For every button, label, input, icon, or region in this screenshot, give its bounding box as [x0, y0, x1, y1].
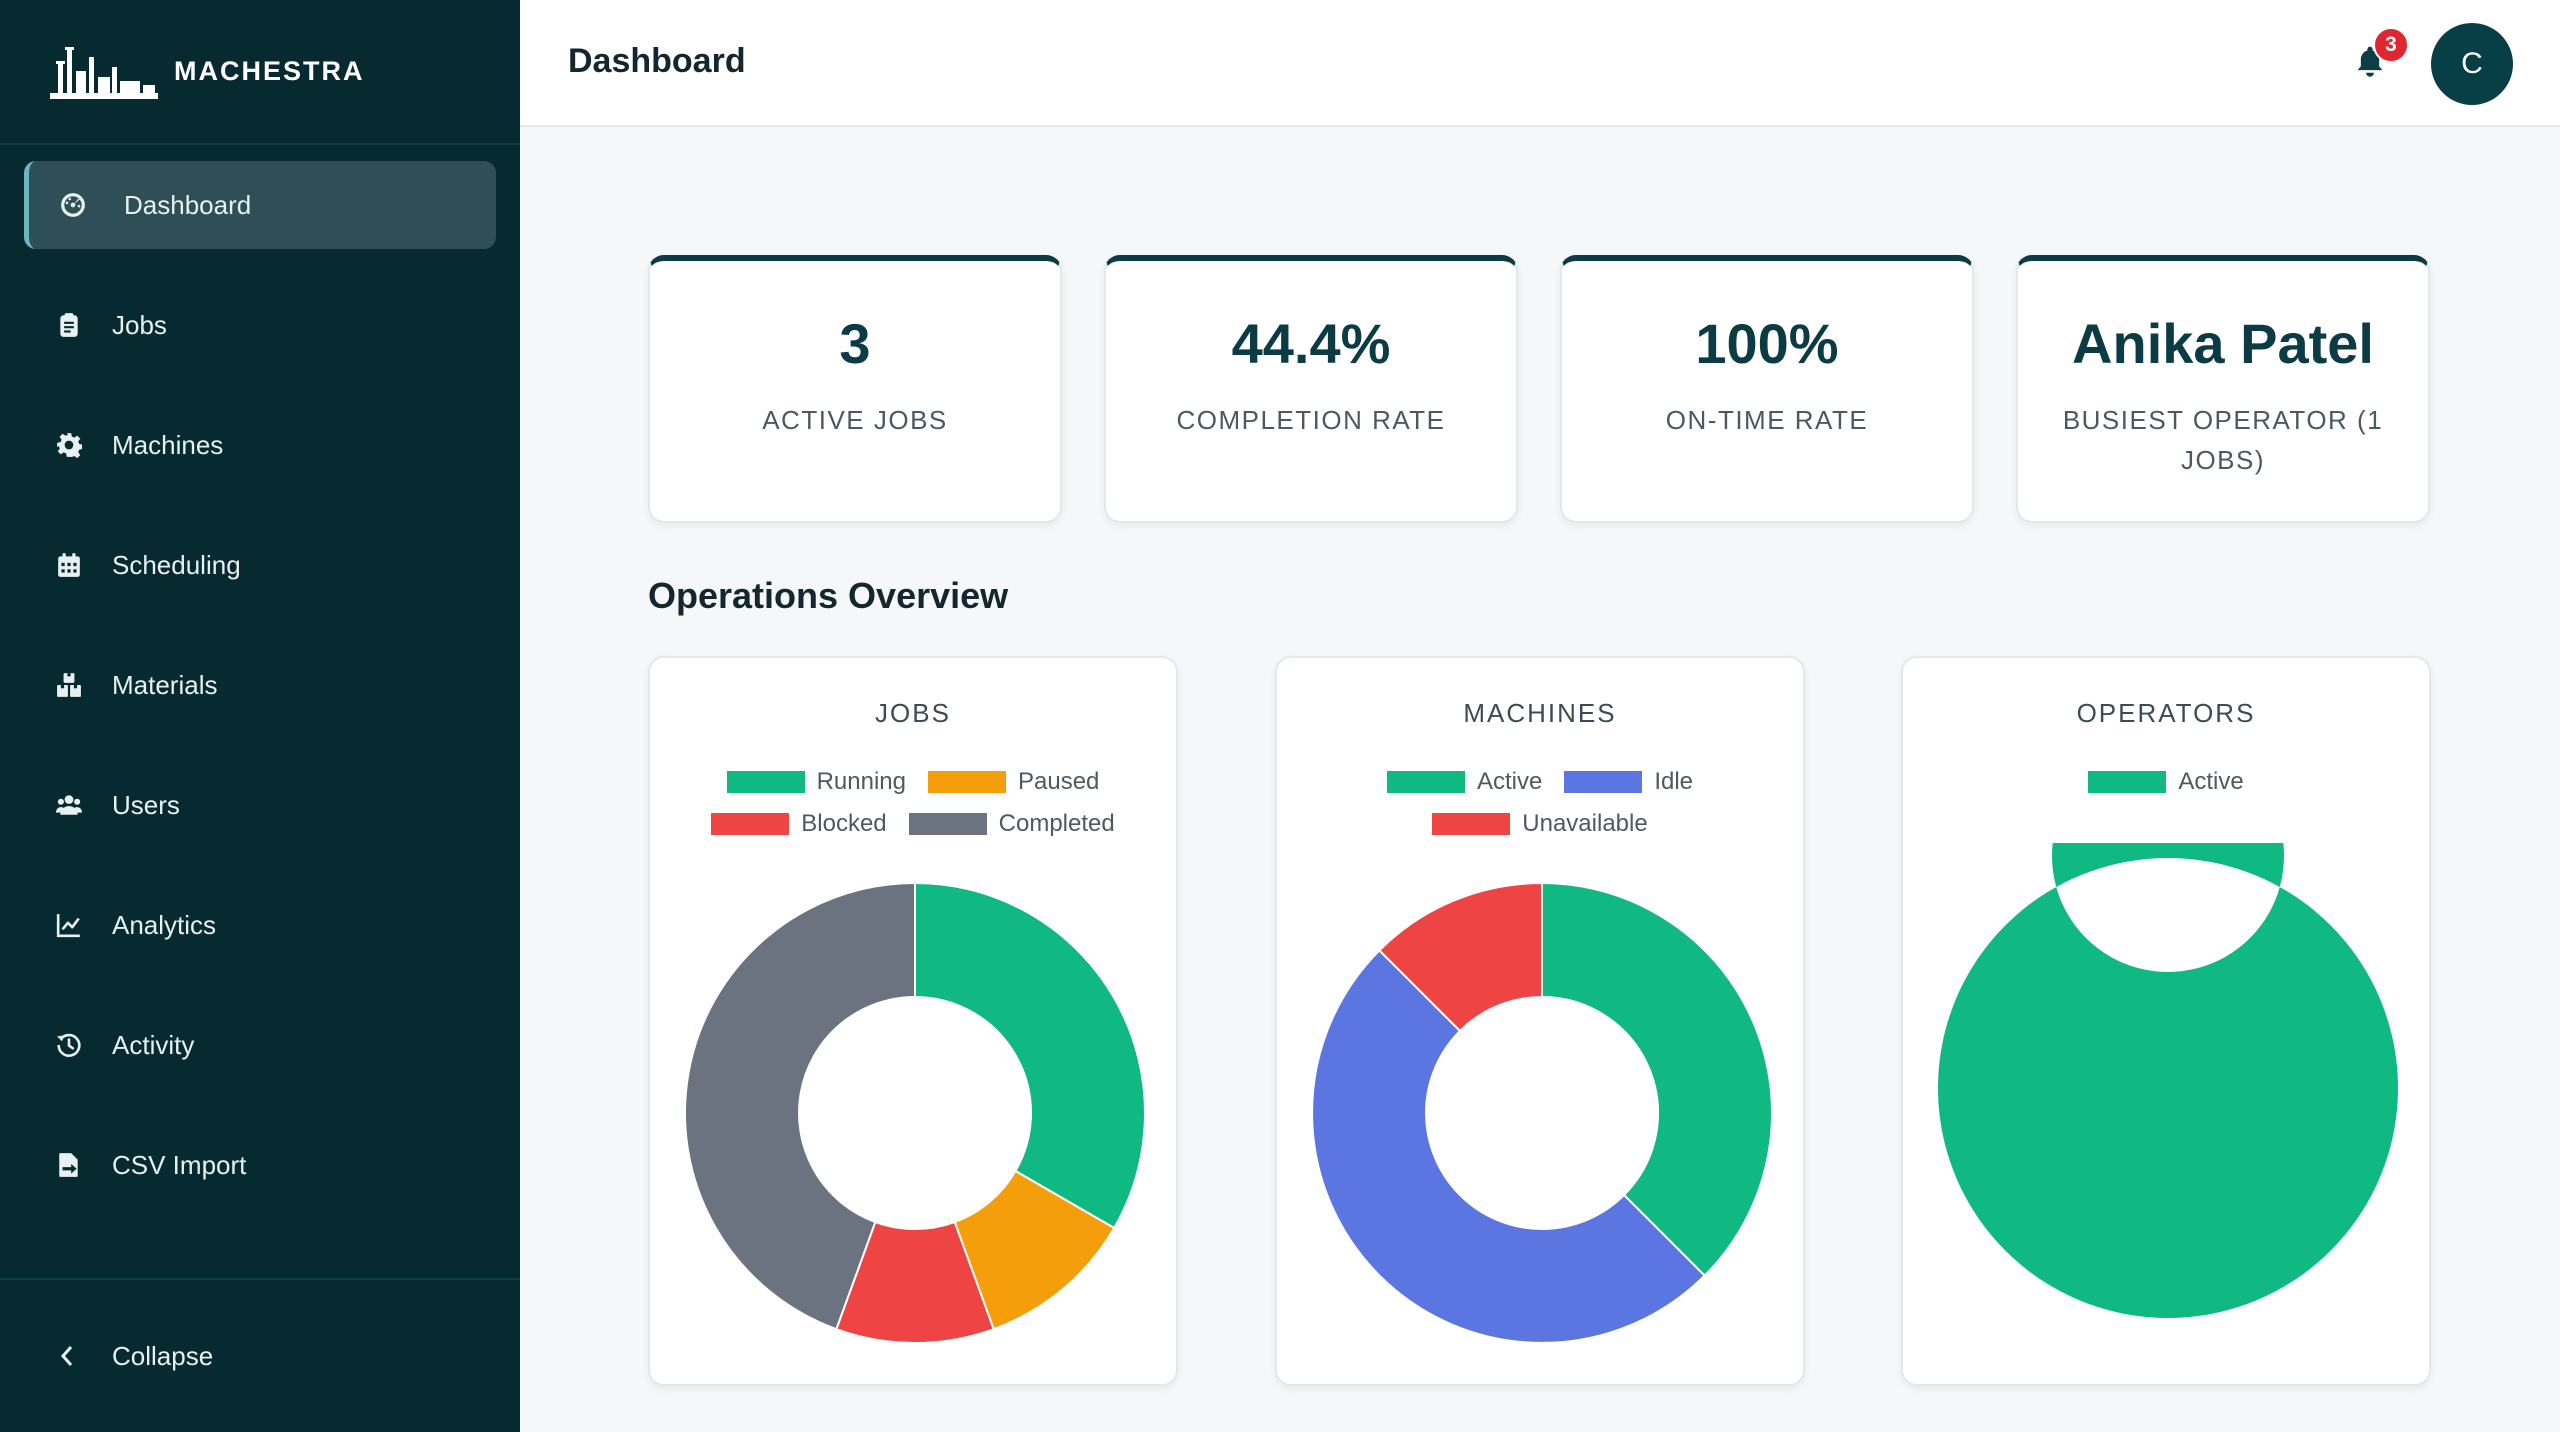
section-title: Operations Overview [648, 575, 1009, 616]
kpi-label: BUSIEST OPERATOR (1 JOBS) [2062, 405, 2384, 475]
legend-label: Active [1476, 768, 1543, 795]
sidebar-item-users[interactable]: Users [24, 761, 496, 849]
gear-icon [56, 432, 82, 458]
kpi-card-completion-rate: 44.4% COMPLETION RATE [1104, 255, 1518, 523]
brand-name: MACHESTRA [174, 56, 365, 86]
collapse-label: Collapse [112, 1340, 214, 1371]
legend-item[interactable]: Paused [928, 768, 1099, 796]
kpi-value: 3 [839, 312, 871, 375]
sidebar-item-label: Users [112, 789, 180, 820]
legend-label: Paused [1018, 768, 1100, 795]
legend-swatch [928, 771, 1006, 793]
legend-label: Unavailable [1522, 810, 1648, 837]
sidebar-item-materials[interactable]: Materials [24, 641, 496, 729]
donut-chart [1938, 843, 2398, 1318]
legend-swatch [1432, 813, 1511, 835]
sidebar-item-dashboard[interactable]: Dashboard [24, 161, 496, 249]
kpi-label: ON-TIME RATE [1665, 405, 1869, 435]
sidebar-item-activity[interactable]: Activity [24, 1001, 496, 1089]
chart-title: OPERATORS [2076, 698, 2256, 728]
sidebar-item-label: CSV Import [112, 1149, 247, 1180]
legend-swatch [1386, 771, 1465, 793]
legend-item[interactable]: Active [2088, 768, 2244, 796]
sidebar: MACHESTRA Dashboard Jobs Machines Sched [0, 0, 520, 1432]
calendar-icon [56, 552, 82, 578]
legend-swatch [2088, 771, 2167, 793]
kpi-value: Anika Patel [2072, 312, 2374, 375]
legend-item[interactable]: Blocked [711, 810, 887, 838]
kpi-card-on-time-rate: 100% ON-TIME RATE [1560, 255, 1974, 523]
legend-item[interactable]: Completed [908, 810, 1115, 838]
legend-item[interactable]: Active [1386, 768, 1543, 796]
chevron-left-icon [60, 1346, 73, 1366]
kpi-label: COMPLETION RATE [1176, 405, 1446, 435]
sidebar-item-csv-import[interactable]: CSV Import [24, 1121, 496, 1209]
sidebar-item-label: Activity [112, 1029, 195, 1060]
legend-item[interactable]: Unavailable [1432, 810, 1648, 838]
legend-label: Idle [1654, 768, 1694, 795]
brand[interactable]: MACHESTRA [0, 0, 520, 145]
donut-slice-completed[interactable] [684, 881, 916, 1331]
dashboard-gauge-icon [60, 192, 86, 218]
boxes-icon [56, 672, 82, 698]
chart-legend: Active [1903, 768, 2429, 796]
sidebar-item-analytics[interactable]: Analytics [24, 881, 496, 969]
top-header: Dashboard 3 C [520, 0, 2560, 127]
users-icon [56, 792, 82, 818]
legend-swatch [908, 813, 987, 835]
kpi-value: 44.4% [1231, 312, 1391, 375]
line-chart-icon [56, 912, 82, 938]
sidebar-item-label: Dashboard [124, 189, 252, 220]
chart-legend: Active Idle Unavailable [1277, 768, 1803, 838]
chart-title: MACHINES [1463, 698, 1617, 728]
notifications-button[interactable] [2354, 44, 2394, 84]
file-import-icon [56, 1152, 82, 1178]
collapse-button[interactable]: Collapse [0, 1278, 520, 1432]
donut-slice-active[interactable] [1938, 843, 2398, 1318]
sidebar-item-label: Analytics [112, 909, 217, 940]
legend-item[interactable]: Idle [1564, 768, 1693, 796]
factory-logo-icon [50, 46, 158, 99]
sidebar-item-label: Machines [112, 429, 224, 460]
kpi-card-active-jobs: 3 ACTIVE JOBS [648, 255, 1062, 523]
donut-slice-idle[interactable] [1311, 948, 1707, 1344]
bell-icon [2357, 46, 2383, 77]
legend-label: Blocked [801, 810, 887, 837]
page-title: Dashboard [568, 42, 746, 80]
sidebar-nav: Dashboard Jobs Machines Scheduling Mater [0, 145, 520, 1209]
chart-card-jobs: JOBS Running Paused Blocked Completed [648, 656, 1178, 1386]
legend-swatch [711, 813, 790, 835]
legend-swatch [1564, 771, 1643, 793]
history-icon [56, 1032, 82, 1058]
chart-card-machines: MACHINES Active Idle Unavailable [1275, 656, 1805, 1386]
donut-slice-running[interactable] [914, 881, 1146, 1230]
legend-item[interactable]: Running [726, 768, 906, 796]
kpi-value: 100% [1695, 312, 1839, 375]
sidebar-item-jobs[interactable]: Jobs [24, 281, 496, 369]
kpi-label: ACTIVE JOBS [762, 405, 948, 435]
sidebar-item-machines[interactable]: Machines [24, 401, 496, 489]
sidebar-item-label: Materials [112, 669, 218, 700]
sidebar-item-label: Scheduling [112, 549, 241, 580]
sidebar-item-label: Jobs [112, 309, 167, 340]
chart-title: JOBS [875, 698, 951, 728]
legend-label: Completed [998, 810, 1115, 837]
clipboard-icon [56, 312, 82, 338]
notification-badge: 3 [2373, 27, 2409, 63]
donut-slice-unavailable[interactable] [1377, 881, 1543, 1033]
legend-label: Active [2178, 768, 2244, 795]
kpi-card-busiest-operator: Anika Patel BUSIEST OPERATOR (1 JOBS) [2016, 255, 2430, 523]
chart-card-operators: OPERATORS Active [1901, 656, 2431, 1386]
donut-slice-active[interactable] [1541, 881, 1773, 1278]
sidebar-item-scheduling[interactable]: Scheduling [24, 521, 496, 609]
legend-swatch [726, 771, 805, 793]
user-avatar[interactable]: C [2431, 23, 2513, 105]
donut-chart [684, 881, 1146, 1344]
legend-label: Running [816, 768, 906, 795]
donut-chart [1311, 881, 1773, 1344]
chart-legend: Running Paused Blocked Completed [650, 768, 1176, 838]
